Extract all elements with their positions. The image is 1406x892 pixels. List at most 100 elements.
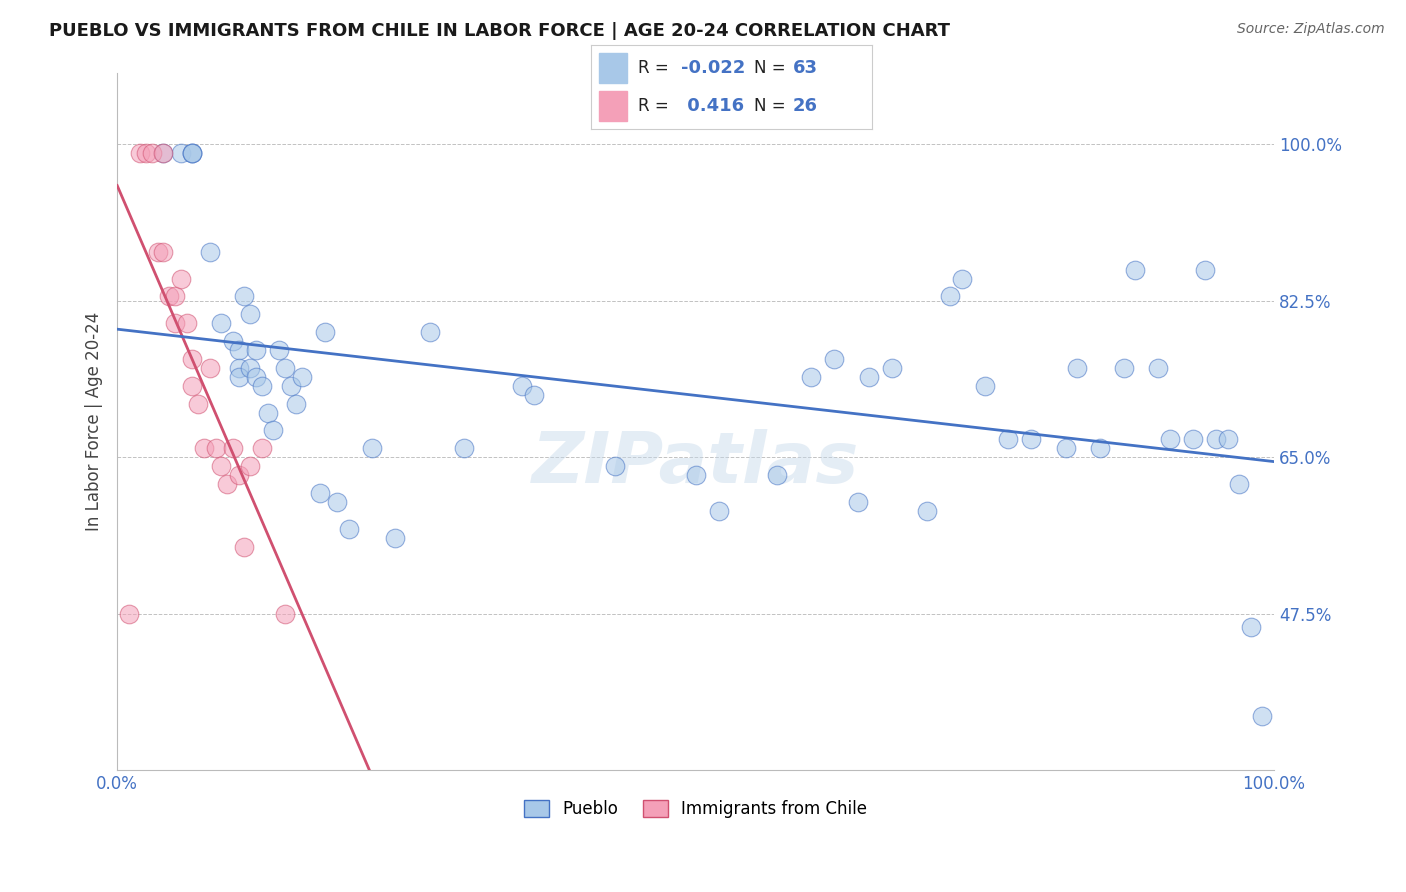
Point [326, 495, 349, 509]
Point [418, 325, 440, 339]
Point [170, 146, 193, 161]
Point [233, 540, 256, 554]
Text: R =: R = [638, 60, 669, 78]
Point [384, 531, 406, 545]
Point [228, 360, 250, 375]
Point [1205, 433, 1227, 447]
Point [685, 468, 707, 483]
Point [846, 495, 869, 509]
Point [163, 289, 186, 303]
Text: N =: N = [754, 97, 785, 115]
Point [181, 146, 204, 161]
Point [858, 369, 880, 384]
Point [510, 378, 533, 392]
Point [360, 442, 382, 456]
Point [204, 442, 226, 456]
Text: Source: ZipAtlas.com: Source: ZipAtlas.com [1237, 22, 1385, 37]
Point [1112, 360, 1135, 375]
Point [262, 424, 284, 438]
Point [198, 360, 221, 375]
Point [915, 504, 938, 518]
Point [193, 442, 215, 456]
Point [707, 504, 730, 518]
Point [222, 442, 245, 456]
Point [997, 433, 1019, 447]
Bar [599, 54, 627, 83]
Point [765, 468, 787, 483]
Point [239, 307, 262, 321]
Point [939, 289, 962, 303]
Text: ZIPatlas: ZIPatlas [531, 429, 859, 498]
Point [314, 325, 336, 339]
Point [163, 316, 186, 330]
Point [170, 271, 193, 285]
Text: 0.416: 0.416 [681, 97, 744, 115]
Point [228, 468, 250, 483]
Point [176, 316, 198, 330]
Point [222, 334, 245, 348]
Point [274, 360, 297, 375]
Point [209, 316, 232, 330]
Point [239, 360, 262, 375]
Y-axis label: In Labor Force | Age 20-24: In Labor Force | Age 20-24 [86, 312, 103, 531]
Point [228, 343, 250, 357]
Point [1251, 709, 1274, 723]
Point [269, 343, 291, 357]
Point [274, 607, 297, 621]
Point [152, 146, 174, 161]
Point [217, 477, 239, 491]
Point [250, 442, 273, 456]
Point [187, 396, 209, 410]
Point [239, 459, 262, 474]
Point [1181, 433, 1204, 447]
Point [157, 289, 180, 303]
Point [1123, 262, 1146, 277]
Point [1240, 620, 1263, 634]
Point [152, 244, 174, 259]
Point [181, 146, 204, 161]
Point [950, 271, 973, 285]
Point [141, 146, 163, 161]
Point [135, 146, 157, 161]
Point [209, 459, 232, 474]
Point [308, 486, 330, 500]
Point [118, 607, 141, 621]
Text: 63: 63 [793, 60, 818, 78]
Point [603, 459, 626, 474]
Text: N =: N = [754, 60, 785, 78]
Point [337, 522, 360, 536]
Point [245, 343, 267, 357]
Point [152, 146, 174, 161]
Point [1054, 442, 1077, 456]
Point [1194, 262, 1216, 277]
Bar [599, 91, 627, 120]
Text: 26: 26 [793, 97, 818, 115]
Point [181, 146, 204, 161]
Point [228, 369, 250, 384]
Text: R =: R = [638, 97, 669, 115]
Point [129, 146, 152, 161]
Point [453, 442, 475, 456]
Point [800, 369, 823, 384]
Point [198, 244, 221, 259]
Point [1090, 442, 1112, 456]
Point [285, 396, 308, 410]
Legend: Pueblo, Immigrants from Chile: Pueblo, Immigrants from Chile [517, 793, 875, 824]
Point [181, 378, 204, 392]
Point [1227, 477, 1250, 491]
Point [1147, 360, 1170, 375]
Point [1066, 360, 1088, 375]
Point [146, 244, 169, 259]
Point [973, 378, 995, 392]
Point [1019, 433, 1042, 447]
Point [233, 289, 256, 303]
Point [256, 406, 278, 420]
Point [181, 351, 204, 366]
Point [882, 360, 904, 375]
Point [523, 387, 546, 401]
Text: -0.022: -0.022 [681, 60, 745, 78]
Point [1159, 433, 1181, 447]
Point [1216, 433, 1239, 447]
Point [245, 369, 267, 384]
Point [823, 351, 845, 366]
